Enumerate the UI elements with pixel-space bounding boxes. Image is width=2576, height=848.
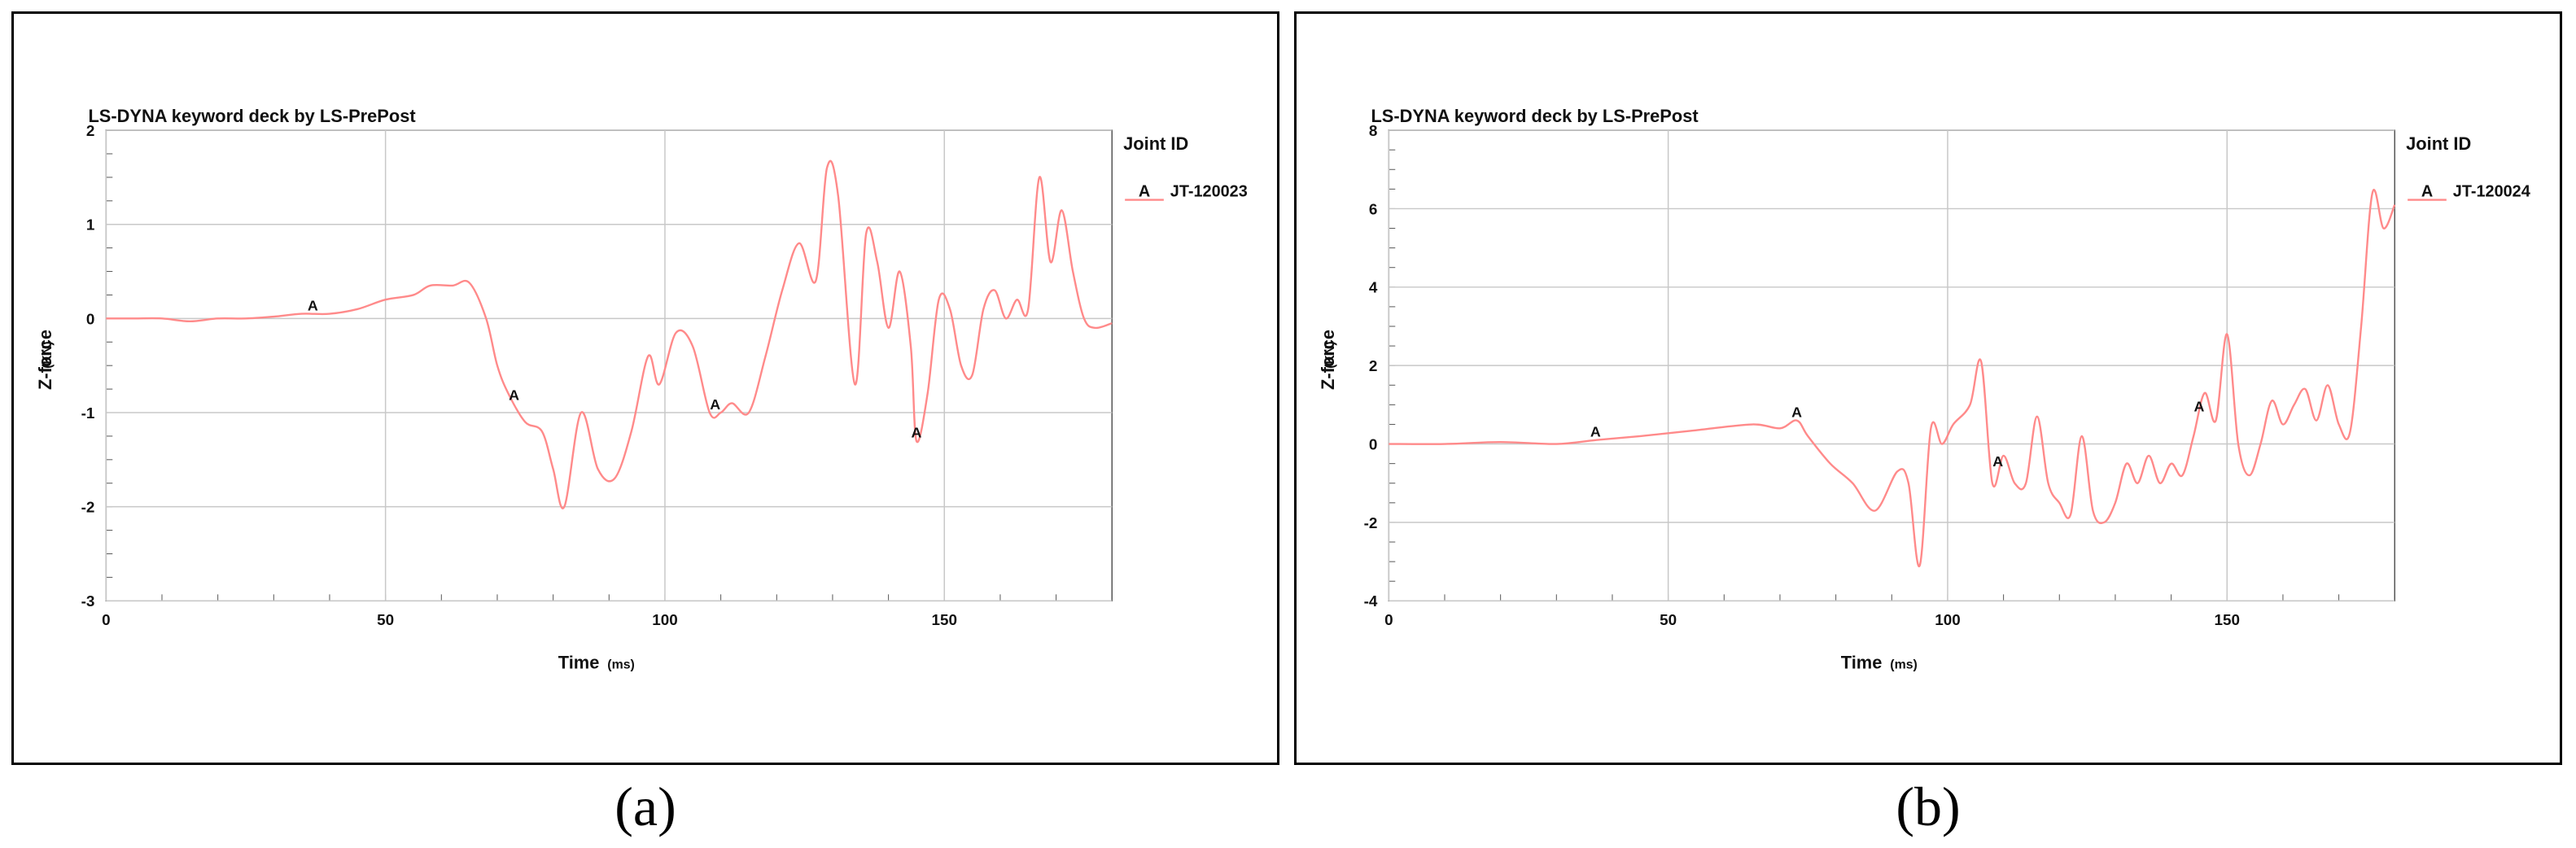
chart-a-svg: LS-DYNA keyword deck by LS-PrePost -3 -2 -1… xyxy=(35,106,1248,673)
chart-0-y-tick-label: -3 xyxy=(81,592,95,610)
chart-1-series-marker: A xyxy=(1791,404,1802,421)
chart-0-x-tick-label: 50 xyxy=(377,611,394,628)
chart-1-series-marker: A xyxy=(2193,398,2204,414)
chart-0-title: LS-DYNA keyword deck by LS-PrePost xyxy=(88,106,415,126)
chart-0-y-tick-label: 2 xyxy=(86,122,95,139)
chart-1-y-tick-label: -2 xyxy=(1364,514,1378,531)
chart-0-y-tick-label: -2 xyxy=(81,499,95,516)
chart-0-x-axis-label: Time xyxy=(558,653,600,673)
chart-0-series-marker: A xyxy=(308,298,318,314)
chart-1-legend-label: JT-120024 xyxy=(2453,183,2530,201)
chart-panel-b: LS-DYNA keyword deck by LS-PrePost -4 -2 0 2… xyxy=(1294,11,2562,765)
chart-1-legend-marker: A xyxy=(2421,183,2433,201)
chart-0-y-tick-label: 1 xyxy=(86,216,95,234)
chart-0-x-tick-label: 0 xyxy=(102,611,111,628)
caption-b: (b) xyxy=(1896,776,1961,837)
chart-1-series-marker: A xyxy=(1992,453,2003,470)
chart-1-x-tick-label: 0 xyxy=(1384,611,1393,628)
chart-0-series-line xyxy=(106,160,1113,509)
chart-0-y-axis-label: Z-force xyxy=(35,330,55,390)
chart-1-x-tick-label: 50 xyxy=(1660,611,1677,628)
caption-a: (a) xyxy=(614,776,676,837)
chart-0-legend-label: JT-120023 xyxy=(1170,183,1248,201)
chart-1-y-axis-label: Z-force xyxy=(1318,330,1338,390)
chart-1-y-tick-label: 6 xyxy=(1369,200,1378,217)
chart-1-y-axis-unit: (KN) xyxy=(1323,341,1337,369)
chart-1-x-tick-label: 100 xyxy=(1935,611,1960,628)
chart-panel-a: LS-DYNA keyword deck by LS-PrePost -3 -2 -1… xyxy=(11,11,1279,765)
chart-1-y-tick-label: -4 xyxy=(1364,592,1378,610)
chart-1-x-axis-label: Time xyxy=(1841,653,1883,673)
chart-1-legend-title: Joint ID xyxy=(2406,133,2471,154)
chart-0-series-marker: A xyxy=(509,387,519,403)
chart-1-series-line xyxy=(1389,189,2396,567)
chart-0-series-marker: A xyxy=(911,425,921,441)
chart-1-x-axis-unit: (ms) xyxy=(1890,658,1918,672)
chart-1-series-marker: A xyxy=(1590,424,1601,440)
chart-1-x-tick-label: 150 xyxy=(2215,611,2240,628)
chart-1-y-tick-label: 0 xyxy=(1369,436,1378,453)
chart-0-legend-title: Joint ID xyxy=(1123,133,1188,154)
chart-1-title: LS-DYNA keyword deck by LS-PrePost xyxy=(1371,106,1698,126)
chart-0-x-tick-label: 100 xyxy=(652,611,677,628)
chart-1-y-tick-label: 2 xyxy=(1369,357,1378,374)
chart-0-y-axis-unit: (KN) xyxy=(41,341,55,369)
chart-0-series-marker: A xyxy=(710,396,720,413)
chart-0-y-tick-label: 0 xyxy=(86,310,95,327)
chart-0-x-tick-label: 150 xyxy=(932,611,957,628)
chart-1-y-tick-label: 8 xyxy=(1369,122,1378,139)
chart-b-svg: LS-DYNA keyword deck by LS-PrePost -4 -2 0 2… xyxy=(1318,106,2530,673)
chart-1-y-tick-label: 4 xyxy=(1369,279,1378,296)
chart-0-x-axis-unit: (ms) xyxy=(607,658,635,672)
chart-0-y-tick-label: -1 xyxy=(81,404,95,422)
chart-0-legend-marker: A xyxy=(1139,183,1150,201)
